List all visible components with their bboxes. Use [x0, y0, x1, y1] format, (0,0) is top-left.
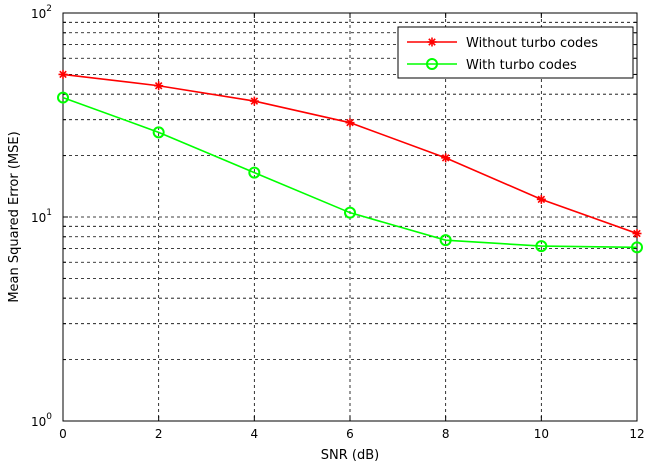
y-tick-label: 100 [31, 412, 52, 429]
marker-star [441, 153, 451, 163]
marker-star [154, 81, 164, 91]
x-tick-label: 2 [155, 427, 163, 441]
series-2 [57, 91, 643, 254]
marker-star [427, 37, 437, 47]
x-tick-label: 6 [346, 427, 354, 441]
marker-circle [439, 234, 452, 247]
x-tick-label: 12 [629, 427, 644, 441]
legend-label: Without turbo codes [466, 36, 598, 51]
y-axis-label: Mean Squared Error (MSE) [7, 131, 22, 302]
legend-label: With turbo codes [466, 58, 577, 73]
legend-item: Without turbo codes [407, 36, 598, 51]
marker-circle [631, 241, 643, 254]
marker-circle [57, 91, 69, 104]
marker-star [58, 69, 68, 79]
x-tick-label: 4 [251, 427, 259, 441]
series-line [62, 96, 638, 249]
marker-circle [344, 206, 356, 219]
x-tick-label: 0 [59, 427, 67, 441]
legend-box [397, 26, 634, 79]
y-tick-label: 102 [31, 4, 52, 21]
marker-star [345, 118, 355, 128]
marker-circle [426, 58, 438, 70]
x-tick-label: 10 [534, 427, 549, 441]
marker-circle [152, 126, 165, 139]
marker-star [632, 229, 642, 239]
marker-star [249, 96, 259, 106]
x-tick-label: 8 [442, 427, 450, 441]
axis-ticks: 0 2 4 6 8 10 12 100 101 102 [31, 4, 645, 441]
series-1 [58, 69, 642, 239]
y-tick-label: 101 [31, 208, 52, 225]
marker-circle [535, 240, 548, 253]
marker-star [536, 194, 546, 204]
series-group [57, 69, 643, 254]
legend: Without turbo codes With turbo codes [397, 26, 634, 79]
x-axis-label: SNR (dB) [321, 448, 379, 463]
marker-circle [248, 166, 261, 179]
legend-item: With turbo codes [407, 58, 577, 73]
